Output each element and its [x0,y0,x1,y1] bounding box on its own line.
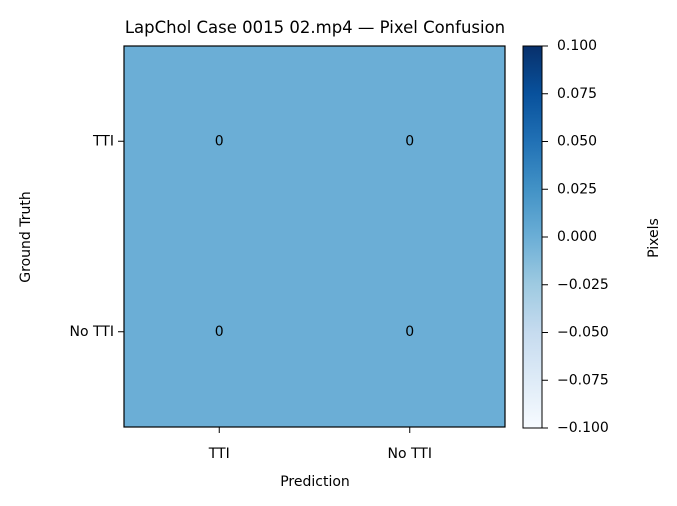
cell-value-label: 0 [405,133,414,149]
cell-value-label: 0 [215,133,224,149]
colorbar-ticks: 0.100 0.075 0.050 0.025 0.000 −0.025 −0.050 −0.… [542,38,609,436]
colorbar [522,45,543,429]
heatmap-cell [314,46,505,237]
y-axis-label: Ground Truth [18,191,34,282]
plot-frame [123,45,506,428]
cell-value-labels: 0 0 0 0 [215,133,414,340]
colorbar-tick-label: −0.050 [557,325,609,341]
x-axis-ticks: TTI No TTI [208,427,432,462]
x-axis-label: Prediction [280,474,350,490]
cell-value-label: 0 [215,324,224,340]
y-tick-label: No TTI [70,324,114,340]
colorbar-tick-label: 0.075 [557,86,597,102]
colorbar-tick-label: 0.025 [557,181,597,197]
colorbar-tick-label: 0.000 [557,229,597,245]
colorbar-label: Pixels [646,218,662,258]
colorbar-tick-label: −0.100 [557,420,609,436]
heatmap-cell [124,236,315,427]
colorbar-tick-label: −0.025 [557,277,609,293]
y-axis-ticks: TTI No TTI [70,133,124,340]
cell-value-label: 0 [405,324,414,340]
colorbar-tick-label: 0.050 [557,134,597,150]
y-tick-label: TTI [92,133,114,149]
heatmap-cell [124,46,315,237]
heatmap-cells [124,46,505,427]
colorbar-tick-label: −0.075 [557,372,609,388]
heatmap-cell [314,236,505,427]
chart-title: LapChol Case 0015 02.mp4 — Pixel Confusi… [125,18,505,37]
x-tick-label: TTI [208,446,230,462]
colorbar-tick-label: 0.100 [557,38,597,54]
x-tick-label: No TTI [388,446,432,462]
